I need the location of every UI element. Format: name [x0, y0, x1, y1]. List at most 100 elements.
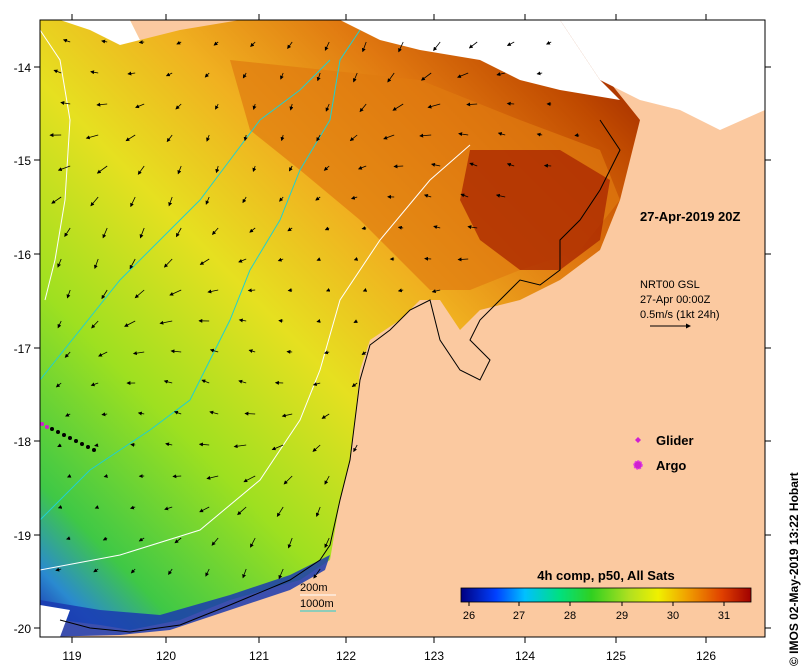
current-arrow-icon [281, 413, 293, 418]
isobath-1000m-offshore [40, 59, 331, 381]
current-arrow-icon [135, 103, 145, 109]
current-arrow-icon [433, 41, 441, 52]
current-arrow-icon [129, 258, 136, 270]
current-arrow-icon [419, 133, 432, 138]
colorbar-tick: 30 [667, 610, 679, 622]
current-arrow-icon [361, 226, 367, 231]
colorbar-tick: 28 [564, 610, 576, 622]
current-arrow-icon [276, 506, 284, 517]
current-arrow-icon [353, 444, 358, 453]
hot-water-region [460, 150, 610, 270]
isobath-200-label: 200m [300, 582, 328, 594]
current-arrow-icon [469, 162, 478, 167]
current-arrow-icon [233, 444, 247, 449]
current-arrow-icon [468, 41, 478, 49]
current-arrow-icon [51, 196, 62, 204]
current-arrow-icon [271, 444, 284, 451]
current-arrow-icon [85, 134, 99, 140]
y-tick-label: -15 [14, 154, 32, 168]
current-arrow-icon [466, 102, 478, 107]
current-arrow-icon [458, 132, 469, 137]
colorbar-tick: 29 [616, 610, 628, 622]
current-arrow-icon [315, 506, 321, 517]
current-arrow-icon [215, 103, 219, 110]
current-arrow-icon [247, 288, 256, 293]
current-arrow-icon [127, 71, 136, 76]
current-arrow-icon [313, 568, 321, 579]
current-arrow-icon [357, 165, 367, 170]
current-arrow-icon [352, 72, 358, 83]
current-arrow-icon [211, 537, 219, 546]
current-arrow-icon [206, 134, 210, 142]
current-arrow-icon [243, 134, 248, 142]
current-arrow-icon [324, 537, 330, 549]
current-vectors [49, 38, 580, 580]
current-arrow-icon [165, 442, 173, 447]
current-legend-line2: 27-Apr 00:00Z [640, 294, 711, 306]
current-arrow-icon [198, 442, 210, 447]
current-arrow-icon [312, 382, 321, 386]
current-arrow-icon [497, 132, 506, 136]
current-arrow-icon [174, 537, 182, 544]
current-arrow-icon [288, 165, 293, 172]
current-arrow-icon [321, 413, 330, 419]
current-arrow-icon [124, 320, 136, 327]
y-tick-label: -19 [14, 529, 32, 543]
y-tick-label: -20 [14, 622, 32, 636]
current-arrow-icon [53, 69, 62, 74]
current-arrow-icon [101, 412, 108, 417]
current-arrow-icon [64, 351, 71, 358]
current-arrow-icon [316, 72, 321, 82]
current-arrow-icon [201, 379, 210, 384]
current-arrow-icon [324, 41, 330, 51]
current-arrow-icon [205, 196, 210, 205]
current-arrow-icon [90, 70, 99, 75]
colorbar-tick: 31 [718, 610, 730, 622]
current-arrow-icon [359, 103, 367, 113]
current-arrow-icon [132, 351, 145, 356]
current-arrow-icon [138, 537, 145, 542]
current-arrow-icon [237, 506, 247, 516]
current-arrow-icon [287, 288, 293, 293]
current-arrow-icon [57, 258, 62, 268]
current-arrow-icon [129, 505, 136, 510]
current-arrow-icon [206, 475, 219, 480]
current-arrow-icon [94, 258, 99, 270]
x-tick-label: 121 [249, 649, 269, 663]
current-arrow-icon [199, 258, 210, 265]
current-arrow-icon [209, 410, 219, 415]
current-arrow-icon [460, 193, 469, 198]
current-arrow-icon [361, 41, 367, 53]
current-arrow-icon [93, 568, 99, 573]
current-arrow-icon [91, 320, 99, 329]
current-arrow-icon [351, 382, 358, 387]
current-arrow-icon [66, 536, 71, 541]
current-arrow-icon [287, 41, 293, 49]
isobath-200m-west [40, 29, 71, 301]
argo-legend-label: Argo [656, 458, 686, 473]
current-arrow-icon [164, 506, 173, 511]
current-arrow-icon [574, 133, 580, 138]
timestamp-label: 27-Apr-2019 20Z [640, 209, 740, 224]
x-axis: 119 120 121 122 123 124 125 126 [62, 14, 716, 663]
coastline [59, 119, 621, 633]
current-arrow-icon [168, 568, 173, 575]
current-arrow-icon [55, 382, 62, 388]
current-arrow-icon [324, 475, 330, 485]
current-arrow-icon [238, 318, 247, 323]
current-arrow-icon [495, 193, 506, 198]
current-arrow-icon [134, 289, 145, 299]
current-arrow-icon [361, 351, 367, 355]
current-arrow-icon [250, 41, 256, 47]
current-arrow-icon [397, 288, 404, 293]
current-arrow-icon [238, 258, 247, 263]
current-arrow-icon [278, 568, 284, 580]
isobath-200m [40, 144, 471, 571]
current-arrow-icon [103, 473, 108, 478]
current-arrow-icon [130, 196, 136, 208]
current-arrow-icon [205, 568, 210, 577]
current-arrow-icon [393, 164, 404, 169]
current-arrow-icon [250, 537, 256, 548]
current-arrow-icon [102, 227, 108, 239]
x-tick-label: 123 [424, 649, 444, 663]
